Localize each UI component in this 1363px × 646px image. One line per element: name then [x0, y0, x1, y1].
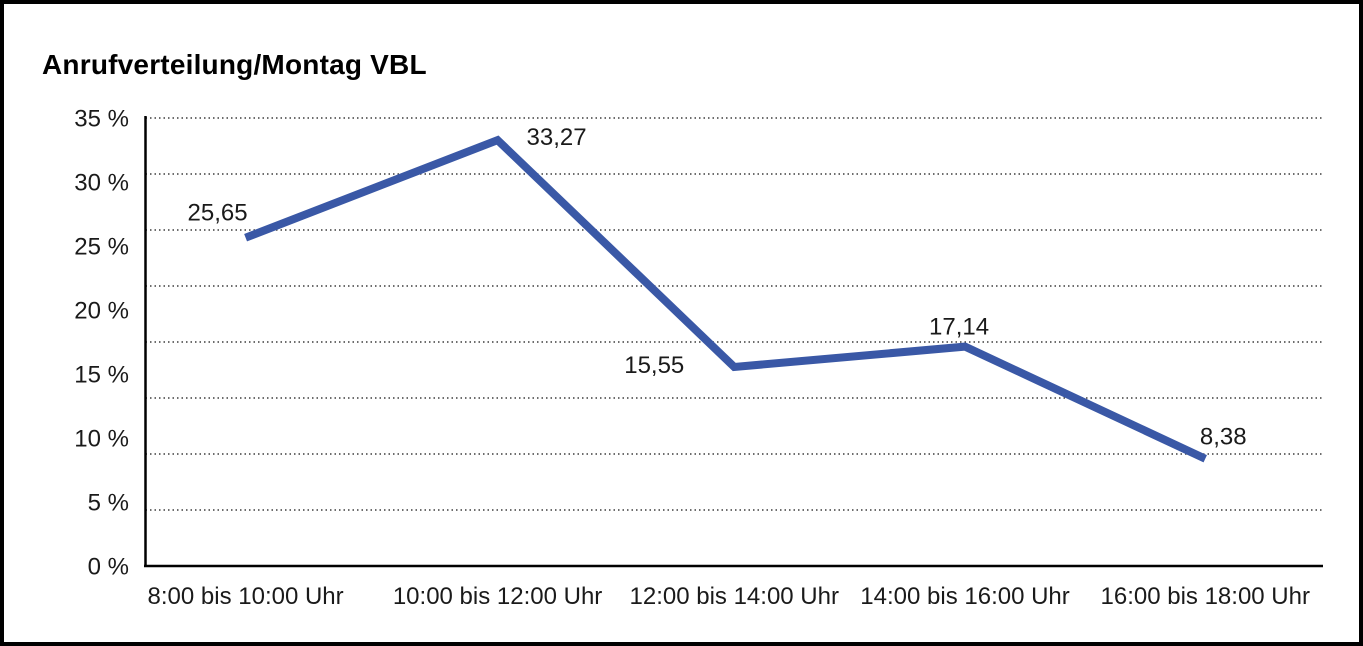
data-label: 17,14	[929, 314, 989, 341]
y-tick-label: 30 %	[74, 170, 129, 197]
x-tick-label: 14:00 bis 16:00 Uhr	[860, 583, 1069, 610]
x-tick-label: 8:00 bis 10:00 Uhr	[148, 583, 344, 610]
x-tick-label: 10:00 bis 12:00 Uhr	[393, 583, 602, 610]
data-label: 25,65	[188, 200, 248, 227]
x-tick-label: 12:00 bis 14:00 Uhr	[630, 583, 839, 610]
y-tick-label: 5 %	[88, 490, 129, 517]
data-label: 15,55	[624, 352, 684, 379]
y-tick-label: 35 %	[74, 106, 129, 133]
data-label: 8,38	[1200, 424, 1247, 451]
x-tick-label: 16:00 bis 18:00 Uhr	[1101, 583, 1310, 610]
data-label: 33,27	[527, 124, 587, 151]
chart-title: Anrufverteilung/Montag VBL	[42, 48, 427, 80]
data-line	[244, 135, 1207, 463]
y-tick-label: 10 %	[74, 426, 129, 453]
y-tick-label: 15 %	[74, 362, 129, 389]
y-tick-label: 20 %	[74, 298, 129, 325]
y-tick-label: 25 %	[74, 234, 129, 261]
y-tick-label: 0 %	[88, 554, 129, 581]
